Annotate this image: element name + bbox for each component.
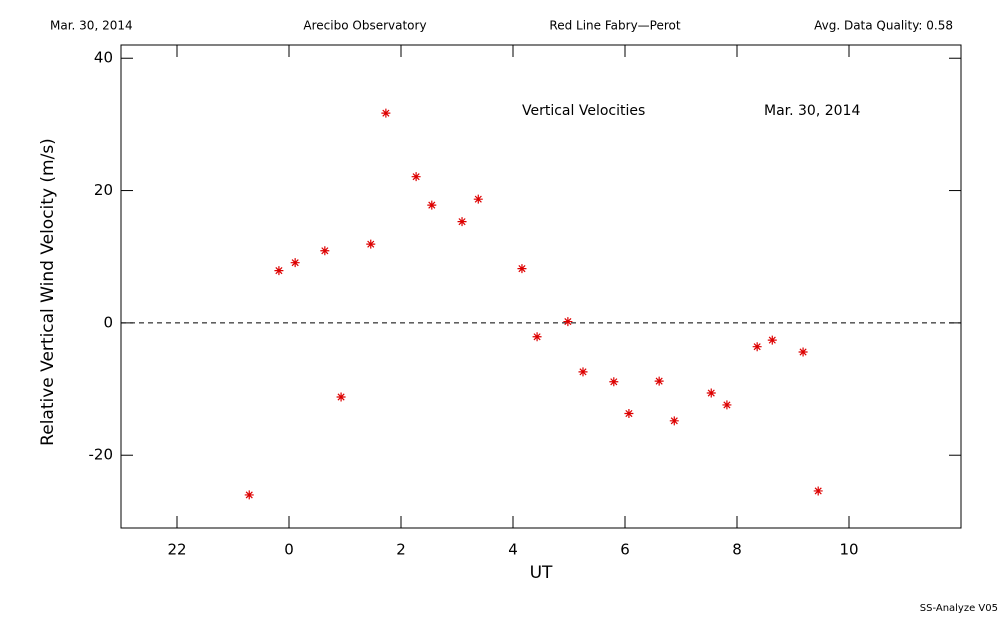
point — [609, 377, 619, 387]
point — [624, 409, 634, 419]
point — [532, 332, 542, 342]
point — [381, 108, 391, 118]
point — [752, 342, 762, 352]
y-axis-label: Relative Vertical Wind Velocity (m/s) — [38, 138, 58, 446]
x-tick-label: 4 — [508, 541, 518, 559]
footer: SS-Analyze V05 — [920, 603, 998, 614]
point — [320, 246, 330, 256]
x-tick-label: 22 — [167, 541, 186, 559]
point — [654, 376, 664, 386]
point — [274, 266, 284, 276]
header-site: Arecibo Observatory — [303, 19, 426, 33]
point — [290, 258, 300, 268]
y-tick-label: -20 — [89, 446, 114, 464]
point — [473, 194, 483, 204]
point — [706, 388, 716, 398]
x-tick-label: 6 — [620, 541, 630, 559]
point — [457, 217, 467, 227]
x-tick-label: 0 — [284, 541, 294, 559]
point — [722, 400, 732, 410]
point — [336, 392, 346, 402]
point — [427, 200, 437, 210]
point — [669, 416, 679, 426]
y-tick-label: 20 — [94, 181, 113, 199]
header-instrument: Red Line Fabry—Perot — [549, 19, 680, 33]
point — [517, 264, 527, 274]
x-axis-label: UT — [530, 563, 553, 583]
plot-frame — [120, 44, 962, 529]
point — [411, 172, 421, 182]
x-tick-label: 8 — [732, 541, 742, 559]
point — [563, 317, 573, 327]
annotation: Mar. 30, 2014 — [764, 103, 860, 119]
x-tick-label: 2 — [396, 541, 406, 559]
point — [813, 486, 823, 496]
annotation: Vertical Velocities — [522, 103, 645, 119]
point — [767, 335, 777, 345]
point — [798, 347, 808, 357]
header-date: Mar. 30, 2014 — [50, 19, 133, 33]
x-tick-label: 10 — [839, 541, 858, 559]
y-tick-label: 0 — [103, 313, 113, 331]
point — [366, 239, 376, 249]
point — [578, 367, 588, 377]
y-tick-label: 40 — [94, 49, 113, 67]
header-quality: Avg. Data Quality: 0.58 — [814, 19, 953, 33]
point — [244, 490, 254, 500]
